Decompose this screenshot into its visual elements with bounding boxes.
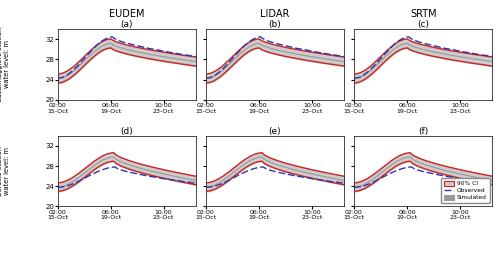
Title: (e): (e) [268, 127, 281, 136]
Text: Boretto station
water level: m: Boretto station water level: m [0, 146, 10, 196]
Text: Casalmaggiore station
water level: m: Casalmaggiore station water level: m [0, 27, 10, 102]
Text: LIDAR: LIDAR [260, 9, 290, 19]
Title: (f): (f) [418, 127, 428, 136]
Text: EUDEM: EUDEM [109, 9, 144, 19]
Title: (b): (b) [268, 20, 281, 29]
Title: (a): (a) [120, 20, 133, 29]
Title: (c): (c) [417, 20, 429, 29]
Text: SRTM: SRTM [410, 9, 436, 19]
Legend: 90% CI, Observed, Simulated: 90% CI, Observed, Simulated [441, 178, 490, 203]
Title: (d): (d) [120, 127, 133, 136]
